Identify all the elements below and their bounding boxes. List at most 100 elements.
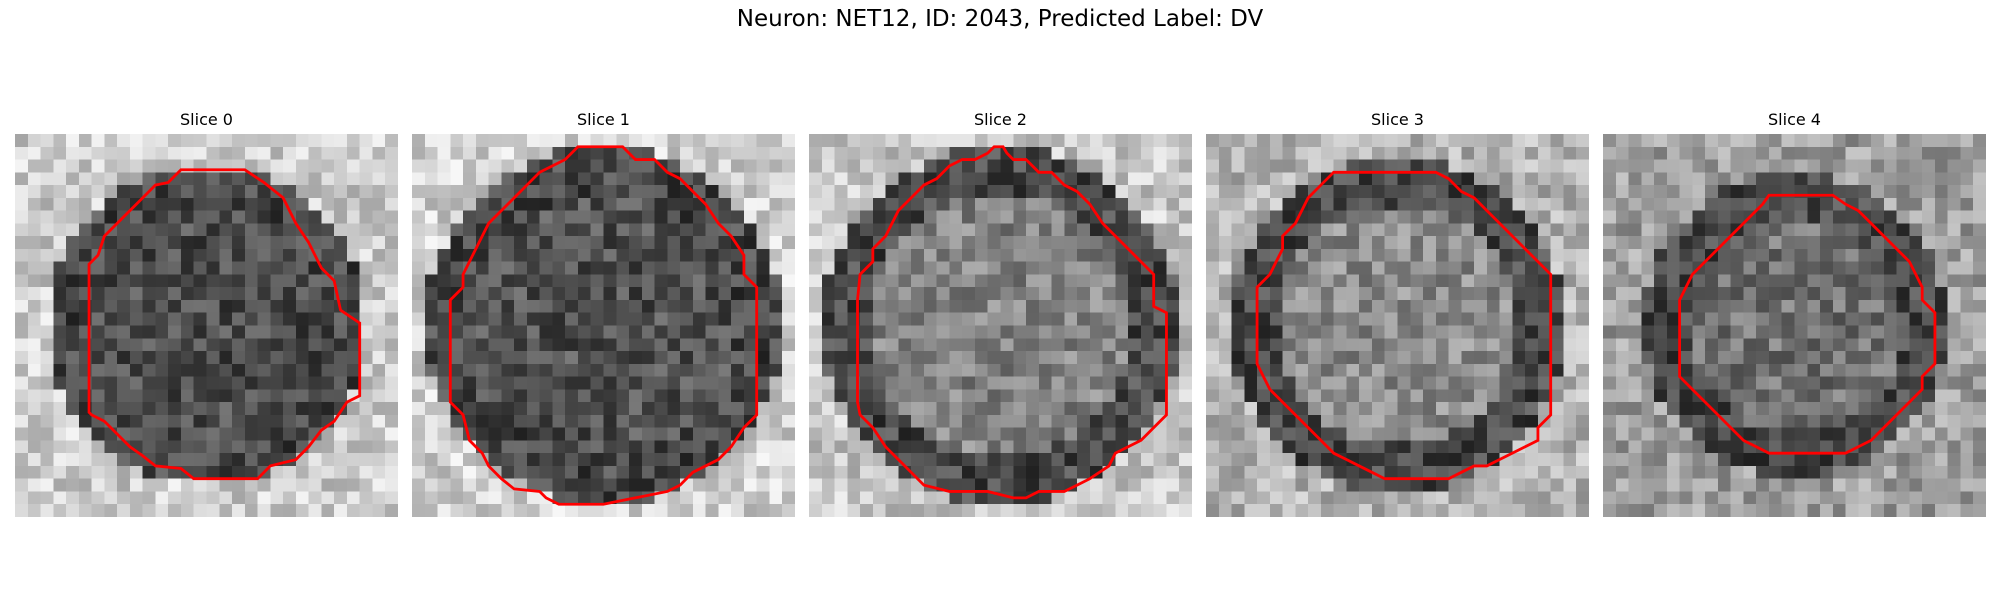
pixel xyxy=(731,491,745,505)
pixel xyxy=(577,146,591,160)
pixel xyxy=(372,312,386,326)
pixel xyxy=(1231,185,1245,199)
pixel xyxy=(1089,453,1103,467)
pixel xyxy=(1768,210,1782,224)
pixel xyxy=(1308,172,1322,186)
pixel xyxy=(1218,210,1232,224)
pixel xyxy=(641,261,655,275)
pixel xyxy=(155,159,169,173)
pixel xyxy=(1231,223,1245,237)
pixel xyxy=(987,210,1001,224)
pixel xyxy=(654,236,668,250)
pixel xyxy=(667,172,681,186)
pixel xyxy=(654,504,668,517)
pixel xyxy=(860,453,874,467)
pixel xyxy=(692,478,706,492)
pixel xyxy=(1858,491,1872,505)
pixel xyxy=(1550,210,1564,224)
pixel xyxy=(1000,134,1014,148)
pixel xyxy=(283,376,297,390)
pixel xyxy=(923,261,937,275)
pixel xyxy=(308,172,322,186)
pixel xyxy=(705,223,719,237)
pixel xyxy=(949,261,963,275)
pixel xyxy=(743,478,757,492)
pixel xyxy=(860,299,874,313)
pixel xyxy=(1537,504,1551,517)
pixel xyxy=(206,402,220,416)
pixel xyxy=(1845,210,1859,224)
pixel xyxy=(603,146,617,160)
pixel xyxy=(743,376,757,390)
pixel xyxy=(1730,274,1744,288)
pixel xyxy=(385,504,398,517)
pixel xyxy=(1705,363,1719,377)
pixel xyxy=(590,312,604,326)
pixel xyxy=(1320,389,1334,403)
pixel xyxy=(1244,414,1258,428)
pixel xyxy=(1947,146,1961,160)
pixel xyxy=(987,504,1001,517)
pixel xyxy=(1973,134,1986,148)
pixel xyxy=(1525,491,1539,505)
pixel xyxy=(463,325,477,339)
pixel xyxy=(104,440,118,454)
pixel xyxy=(475,504,489,517)
pixel xyxy=(257,389,271,403)
pixel xyxy=(1218,325,1232,339)
pixel xyxy=(1359,427,1373,441)
pixel xyxy=(475,274,489,288)
pixel xyxy=(1359,146,1373,160)
pixel xyxy=(1166,427,1180,441)
pixel xyxy=(1115,338,1129,352)
pixel xyxy=(756,261,770,275)
pixel xyxy=(514,223,528,237)
pixel xyxy=(1576,223,1589,237)
pixel xyxy=(616,299,630,313)
pixel xyxy=(1960,261,1974,275)
pixel xyxy=(1461,312,1475,326)
pixel xyxy=(1206,465,1220,479)
pixel xyxy=(1896,312,1910,326)
pixel xyxy=(1346,146,1360,160)
pixel xyxy=(412,299,426,313)
pixel xyxy=(27,427,41,441)
pixel xyxy=(974,389,988,403)
pixel xyxy=(769,146,783,160)
pixel xyxy=(809,134,823,148)
pixel xyxy=(180,146,194,160)
pixel xyxy=(1550,146,1564,160)
pixel xyxy=(1756,414,1770,428)
pixel xyxy=(1743,197,1757,211)
pixel xyxy=(1717,402,1731,416)
pixel xyxy=(1794,287,1808,301)
pixel xyxy=(680,453,694,467)
pixel xyxy=(142,427,156,441)
pixel xyxy=(1563,185,1577,199)
pixel xyxy=(1576,274,1589,288)
pixel xyxy=(1679,223,1693,237)
pixel xyxy=(385,491,398,505)
pixel xyxy=(1166,363,1180,377)
pixel xyxy=(654,414,668,428)
pixel xyxy=(1257,427,1271,441)
pixel xyxy=(1423,325,1437,339)
pixel xyxy=(885,248,899,262)
pixel xyxy=(450,504,464,517)
pixel xyxy=(590,274,604,288)
pixel xyxy=(424,223,438,237)
pixel xyxy=(552,338,566,352)
pixel xyxy=(1756,478,1770,492)
pixel xyxy=(1102,274,1116,288)
pixel xyxy=(1140,197,1154,211)
pixel xyxy=(1896,325,1910,339)
pixel xyxy=(1858,134,1872,148)
pixel xyxy=(1576,325,1589,339)
pixel xyxy=(1166,478,1180,492)
pixel xyxy=(565,185,579,199)
pixel xyxy=(1896,351,1910,365)
pixel xyxy=(1077,312,1091,326)
pixel xyxy=(1461,504,1475,517)
pixel xyxy=(475,351,489,365)
pixel xyxy=(257,274,271,288)
